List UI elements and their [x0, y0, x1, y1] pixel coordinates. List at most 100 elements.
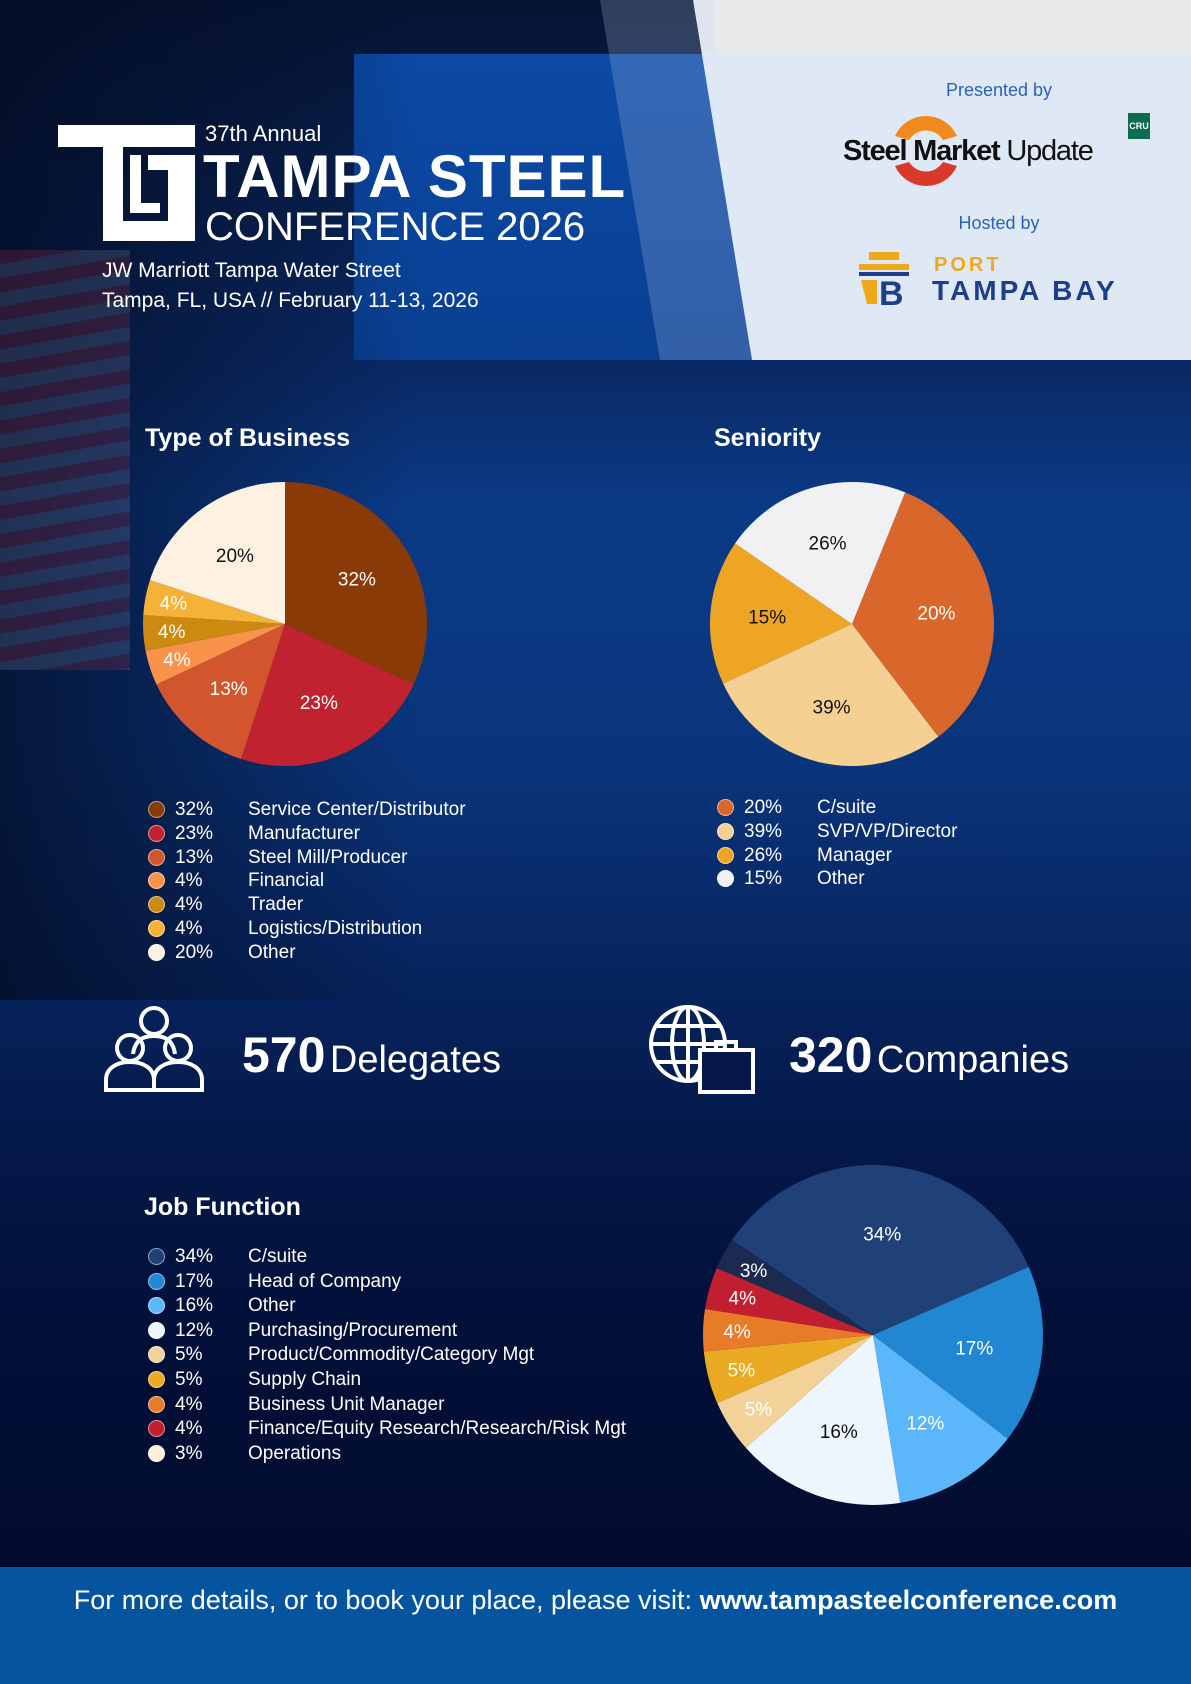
legend-swatch [148, 1395, 165, 1413]
legend-percent: 4% [175, 894, 203, 916]
cru-badge: CRU [1128, 113, 1150, 139]
pie-slice-label: 20% [216, 546, 254, 567]
legend-label: Other [817, 868, 865, 890]
legend-label: Operations [248, 1442, 341, 1464]
legend-item: 20% C/suite [717, 796, 1117, 820]
pie-slice [156, 624, 285, 760]
smu-bold-text: Steel Market [843, 135, 1001, 167]
legend-percent: 16% [175, 1295, 214, 1317]
pie-slice [852, 492, 994, 737]
steel-market-update-logo[interactable]: Steel Market Update CRU [843, 110, 1150, 192]
legend-label: Other [248, 1295, 296, 1317]
pie-slice-label: 32% [338, 569, 376, 590]
legend-item: 4% Finance/Equity Research/Research/Risk … [148, 1417, 708, 1441]
legend-label: C/suite [248, 1246, 308, 1267]
legend-percent: 34% [175, 1246, 214, 1267]
smu-light-text: Update [1006, 135, 1094, 167]
legend-label: Trader [248, 894, 304, 916]
legend-label: Logistics/Distribution [248, 918, 423, 939]
legend-percent: 13% [175, 846, 214, 868]
legend-label: Business Unit Manager [248, 1393, 445, 1415]
pie-slice-label: 4% [729, 1289, 757, 1310]
pie-slice-label: 26% [809, 533, 847, 554]
pie-slice [717, 1335, 873, 1448]
pie-slice [732, 1165, 1029, 1335]
legend-item: 4% Business Unit Manager [148, 1393, 708, 1417]
pie-slice [145, 624, 285, 685]
legend-item: 15% Other [717, 867, 1117, 891]
tsc-logo [58, 125, 195, 241]
legend-item: 32% Service Center/Distributor [148, 798, 648, 822]
legend-item: 12% Purchasing/Procurement [148, 1319, 708, 1343]
pie-slice [149, 482, 285, 624]
tampa-bay-text: TAMPA BAY [932, 275, 1118, 306]
type-of-business-title: Type of Business [145, 424, 351, 452]
legend-swatch [148, 896, 165, 914]
legend-swatch [148, 801, 165, 818]
port-tampa-bay-logo[interactable]: B PORT TAMPA BAY [859, 252, 1149, 308]
pie-slice-label: 3% [740, 1261, 768, 1282]
legend-percent: 4% [175, 1418, 203, 1440]
legend-swatch [148, 872, 165, 890]
legend-swatch [148, 1420, 165, 1438]
delegates-count: 570 [242, 1027, 326, 1083]
title-line-1: TAMPA STEEL [203, 143, 627, 210]
legend-label: SVP/VP/Director [817, 820, 958, 842]
port-ship-icon: B [859, 252, 909, 308]
legend-item: 17% Head of Company [148, 1270, 708, 1294]
venue: JW Marriott Tampa Water Street [102, 259, 401, 282]
legend-item: 23% Manufacturer [148, 822, 648, 846]
legend-label: Purchasing/Procurement [248, 1319, 458, 1341]
pie-slice-label: 5% [745, 1399, 773, 1420]
pie-slice-label: 4% [158, 622, 186, 643]
website-link[interactable]: www.tampasteelconference.com [699, 1585, 1118, 1615]
legend-label: Manager [817, 844, 892, 866]
legend-swatch [148, 1346, 165, 1364]
seniority-pie: 20% 39% 15% 26% [710, 482, 994, 766]
svg-text:B: B [879, 275, 904, 308]
type-of-business-legend: 32% Service Center/Distributor 23% Manufact… [148, 798, 648, 978]
pie-slice [873, 1335, 1008, 1503]
job-function-title: Job Function [144, 1193, 301, 1221]
pie-slice-label: 4% [160, 594, 188, 615]
job-function-pie: 34% 17% 12% 16% 5% 5% 4% 4% 3% [703, 1165, 1043, 1505]
legend-percent: 26% [744, 844, 783, 866]
legend-swatch [148, 1371, 165, 1388]
legend-label: Head of Company [248, 1270, 402, 1292]
legend-label: Finance/Equity Research/Research/Risk Mg… [248, 1418, 627, 1440]
globe-briefcase-icon [649, 1005, 755, 1094]
legend-label: Service Center/Distributor [248, 799, 466, 820]
pie-slice-label: 16% [820, 1422, 858, 1443]
legend-item: 4% Trader [148, 893, 648, 917]
companies-label: Companies [876, 1039, 1070, 1081]
legend-swatch [148, 1444, 165, 1462]
legend-swatch [148, 1297, 165, 1315]
pie-slice [285, 482, 427, 685]
legend-swatch [717, 822, 734, 840]
delegates-label: Delegates [329, 1039, 502, 1081]
legend-swatch [148, 1272, 165, 1290]
legend-item: 16% Other [148, 1294, 708, 1318]
legend-item: 4% Financial [148, 869, 648, 893]
pie-slice-label: 4% [163, 650, 191, 671]
legend-percent: 4% [175, 918, 203, 939]
legend-percent: 39% [744, 820, 783, 842]
legend-item: 4% Logistics/Distribution [148, 917, 648, 941]
legend-item: 13% Steel Mill/Producer [148, 846, 648, 870]
pie-slice-label: 15% [748, 608, 786, 629]
presented-by-label: Presented by [945, 80, 1053, 100]
legend-percent: 20% [744, 797, 783, 818]
pie-slice-label: 34% [863, 1224, 901, 1245]
type-of-business-pie: 32% 23% 13% 4% 4% 4% 20% [143, 482, 427, 766]
pie-slice-label: 12% [906, 1414, 944, 1435]
legend-item: 26% Manager [717, 844, 1117, 868]
legend-percent: 5% [175, 1369, 203, 1390]
pie-slice [745, 1335, 901, 1505]
pie-slice [873, 1266, 1043, 1439]
legend-label: Supply Chain [248, 1369, 362, 1390]
legend-percent: 4% [175, 870, 203, 892]
legend-label: C/suite [817, 797, 877, 818]
pie-slice-label: 23% [300, 693, 338, 714]
annual-edition: 37th Annual [205, 121, 322, 146]
legend-swatch [148, 848, 165, 866]
